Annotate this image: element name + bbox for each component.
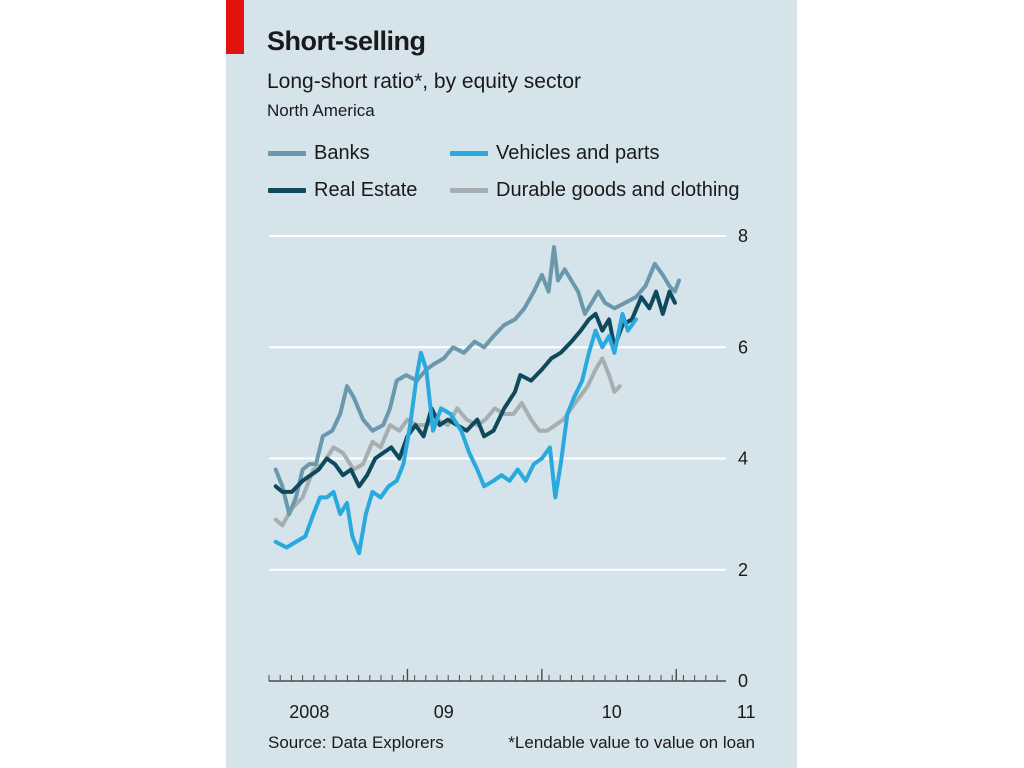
source-note: Source: Data Explorers [268, 733, 444, 752]
y-tick-label-6: 6 [738, 337, 748, 357]
legend-swatch-vehicles [450, 150, 488, 156]
legend-item-real-estate: Real Estate [268, 178, 417, 202]
x-tick-label-10: 10 [602, 702, 622, 722]
legend-label-durable: Durable goods and clothing [496, 178, 740, 201]
chart-title: Short-selling [267, 26, 426, 56]
chart-region: North America [267, 101, 375, 120]
legend-item-vehicles: Vehicles and parts [450, 141, 659, 165]
footnote: *Lendable value to value on loan [508, 733, 755, 752]
legend-label-banks: Banks [314, 141, 370, 164]
legend-label-real-estate: Real Estate [314, 178, 418, 201]
legend-item-banks: Banks [268, 141, 370, 165]
x-tick-label-11: 11 [737, 702, 756, 722]
legend-swatch-durable [450, 187, 488, 193]
chart-subtitle: Long-short ratio*, by equity sector [267, 70, 581, 93]
legend-label-vehicles: Vehicles and parts [496, 141, 660, 164]
y-tick-label-0: 0 [738, 671, 748, 691]
x-tick-label-2008: 2008 [289, 702, 329, 722]
series-line-vehicles-and-parts [273, 311, 638, 556]
y-tick-label-8: 8 [738, 226, 748, 246]
series-line-durable-goods-and-clothing [273, 356, 622, 528]
legend-item-durable: Durable goods and clothing [450, 178, 740, 202]
x-tick-label-09: 09 [434, 702, 454, 722]
line-chart: 0 2 4 6 8 2008 09 10 11 [268, 226, 756, 722]
legend-swatch-real-estate [268, 187, 306, 193]
series-line-banks [273, 245, 681, 517]
chart-panel: Short-selling Long-short ratio*, by equi… [226, 0, 797, 768]
y-tick-label-4: 4 [738, 449, 748, 469]
legend-swatch-banks [268, 150, 306, 156]
brand-tag [226, 0, 244, 54]
y-tick-label-2: 2 [738, 560, 748, 580]
